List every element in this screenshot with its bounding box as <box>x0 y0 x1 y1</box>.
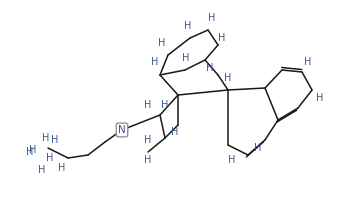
Text: H: H <box>38 165 46 175</box>
Text: H: H <box>151 57 159 67</box>
Text: H: H <box>58 163 66 173</box>
Text: H: H <box>304 57 312 67</box>
Text: H: H <box>144 155 152 165</box>
Text: H: H <box>254 143 262 153</box>
Text: H: H <box>228 155 236 165</box>
Text: H: H <box>208 13 216 23</box>
Text: H: H <box>46 153 54 163</box>
Text: N: N <box>118 125 126 135</box>
Text: H: H <box>316 93 324 103</box>
Text: H: H <box>144 100 152 110</box>
Text: H: H <box>184 21 192 31</box>
Text: H: H <box>158 38 166 48</box>
Text: H: H <box>26 147 34 157</box>
Text: H: H <box>171 127 179 137</box>
Text: H: H <box>182 53 190 63</box>
Text: H: H <box>224 73 232 83</box>
Text: H: H <box>206 63 214 73</box>
Text: H: H <box>144 135 152 145</box>
Text: H: H <box>161 100 169 110</box>
Text: H: H <box>29 145 37 155</box>
Text: H: H <box>42 133 50 143</box>
Text: H: H <box>51 135 59 145</box>
Text: H: H <box>218 33 226 43</box>
